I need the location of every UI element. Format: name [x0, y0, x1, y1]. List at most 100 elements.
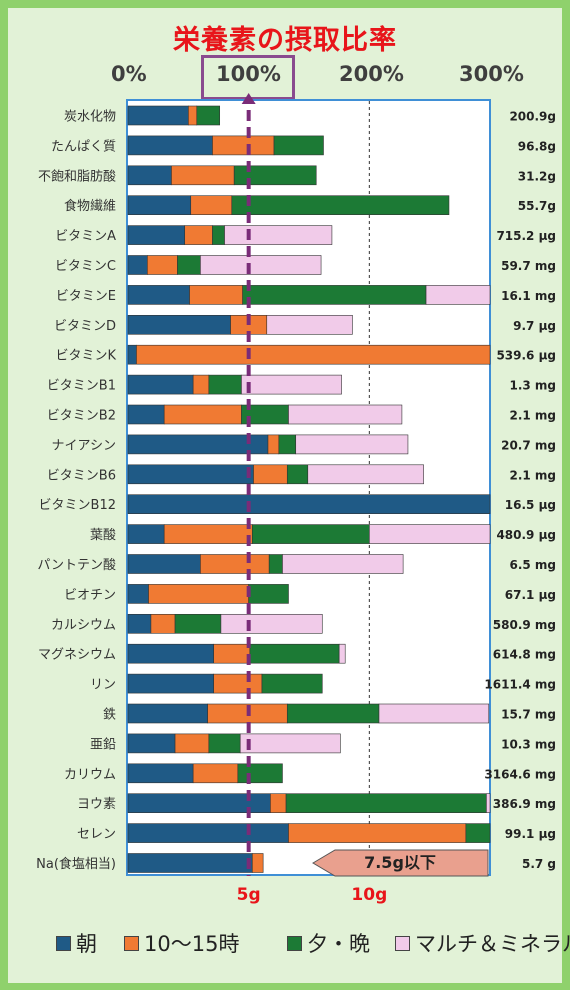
legend-label: 10～15時 — [144, 932, 240, 956]
bar-segment — [285, 793, 487, 814]
bar-segment — [192, 374, 210, 395]
axis-label-5g: 5g — [237, 885, 261, 905]
category-label: 食物繊維 — [64, 198, 116, 214]
bar-segment — [266, 314, 353, 335]
bar-segment — [127, 853, 253, 873]
category-label: ビタミンC — [55, 259, 116, 274]
bar-segment — [307, 464, 424, 485]
bar-segment — [465, 823, 491, 843]
bar-segment — [288, 404, 403, 425]
bar-segment — [174, 733, 210, 754]
category-label: 葉酸 — [90, 528, 116, 543]
bar-segment — [127, 314, 231, 335]
legend-swatch — [56, 935, 71, 951]
bar-segment — [286, 464, 309, 485]
bar-segment — [425, 285, 491, 305]
total-label: 5.7 g — [522, 857, 556, 871]
bar-segment — [163, 404, 242, 425]
bar-segment — [233, 165, 317, 186]
axis-label-300pct: 300% — [459, 62, 524, 86]
bar-segment — [174, 613, 222, 634]
bar-segment — [127, 225, 186, 245]
bar-segment — [242, 285, 427, 305]
total-label: 200.9g — [509, 110, 556, 124]
bar-segment — [295, 434, 409, 455]
bar-segment — [127, 135, 213, 156]
legend-label: マルチ＆ミネラル — [415, 932, 570, 956]
bar-segment — [239, 733, 341, 754]
bar-segment — [127, 195, 192, 215]
total-label: 539.6 μg — [496, 349, 556, 363]
category-label: ビタミンB6 — [47, 468, 116, 483]
marker-100pct-arrowhead — [241, 93, 256, 104]
total-label: 580.9 mg — [493, 618, 556, 632]
category-label: ビタミンB1 — [47, 379, 116, 394]
bar-segment — [213, 673, 263, 694]
legend-item-multi: マルチ＆ミネラル — [395, 928, 570, 958]
category-label: 亜鉛 — [90, 737, 116, 752]
category-label: カリウム — [64, 767, 116, 782]
bar-segment — [270, 793, 287, 814]
total-label: 31.2g — [518, 169, 556, 183]
category-label: セレン — [77, 827, 116, 842]
bar-segment — [189, 285, 243, 305]
total-label: 2.1 mg — [509, 409, 556, 423]
legend-label: 夕・晩 — [307, 932, 370, 956]
category-label: ビタミンD — [54, 319, 116, 334]
bar-segment — [192, 763, 239, 784]
total-label: 10.3 mg — [501, 737, 556, 751]
chart-title: 栄養素の摂取比率 — [173, 25, 397, 56]
bar-segment — [486, 793, 491, 814]
bar-segment — [212, 135, 275, 156]
category-label: ナイアシン — [52, 438, 116, 453]
bar-segment — [188, 105, 198, 126]
legend-item-morning: 朝 — [56, 928, 97, 958]
category-label: ビタミンE — [56, 289, 116, 304]
category-label: Na(食塩相当) — [36, 856, 116, 872]
bar-segment — [127, 823, 289, 843]
bar-segment — [212, 225, 225, 245]
axis-label-10g: 10g — [351, 885, 387, 905]
bar-segment — [127, 703, 208, 724]
bar-segment — [127, 673, 214, 694]
bar-segment — [261, 673, 323, 694]
bar-segment — [127, 554, 201, 574]
total-label: 715.2 μg — [496, 229, 556, 243]
bar-segment — [369, 524, 491, 544]
total-label: 16.5 μg — [505, 498, 556, 512]
total-label: 96.8g — [518, 139, 556, 153]
bar-segment — [249, 643, 340, 664]
legend: 朝 10～15時 夕・晩 マルチ＆ミネラル — [0, 928, 570, 958]
bar-segment — [177, 255, 201, 275]
bar-segment — [127, 255, 148, 275]
category-label: 不飽和脂肪酸 — [38, 168, 116, 184]
bar-segment — [127, 494, 491, 515]
total-label: 6.5 mg — [509, 558, 556, 572]
axis-label-100pct: 100% — [216, 62, 281, 86]
bar-segment — [147, 255, 178, 275]
bar-segment — [150, 613, 176, 634]
bar-segment — [286, 703, 380, 724]
bar-segment — [127, 344, 137, 365]
total-label: 16.1 mg — [501, 289, 556, 303]
bar-segment — [127, 584, 149, 604]
sodium-limit-arrow — [312, 849, 489, 877]
bar-segment — [127, 643, 214, 664]
bar-segment — [278, 434, 297, 455]
bar-segment — [378, 703, 490, 724]
bar-segment — [200, 554, 270, 574]
bar-segment — [196, 105, 221, 126]
legend-item-midday: 10～15時 — [124, 928, 239, 958]
bar-segment — [237, 763, 283, 784]
legend-swatch — [124, 935, 139, 951]
bar-segment — [190, 195, 233, 215]
bar-segment — [268, 554, 283, 574]
total-label: 614.8 mg — [493, 648, 556, 662]
bar-segment — [273, 135, 324, 156]
total-label: 9.7 μg — [513, 319, 556, 333]
total-label: 480.9 μg — [496, 528, 556, 542]
bar-segment — [127, 165, 172, 186]
total-label: 1611.4 mg — [484, 678, 556, 692]
legend-swatch — [395, 935, 410, 951]
